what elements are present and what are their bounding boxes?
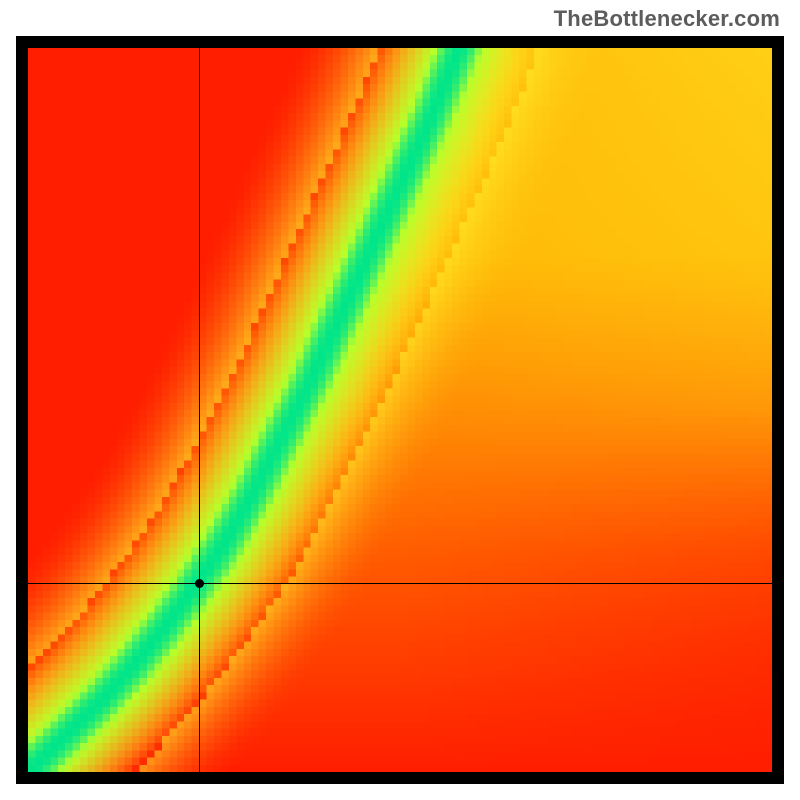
crosshair-horizontal bbox=[28, 583, 772, 584]
watermark-text: TheBottlenecker.com bbox=[554, 6, 780, 32]
heatmap-canvas bbox=[28, 48, 772, 772]
plot-frame bbox=[16, 36, 784, 784]
marker-dot bbox=[195, 579, 204, 588]
chart-container: TheBottlenecker.com bbox=[0, 0, 800, 800]
crosshair-vertical bbox=[199, 48, 200, 772]
